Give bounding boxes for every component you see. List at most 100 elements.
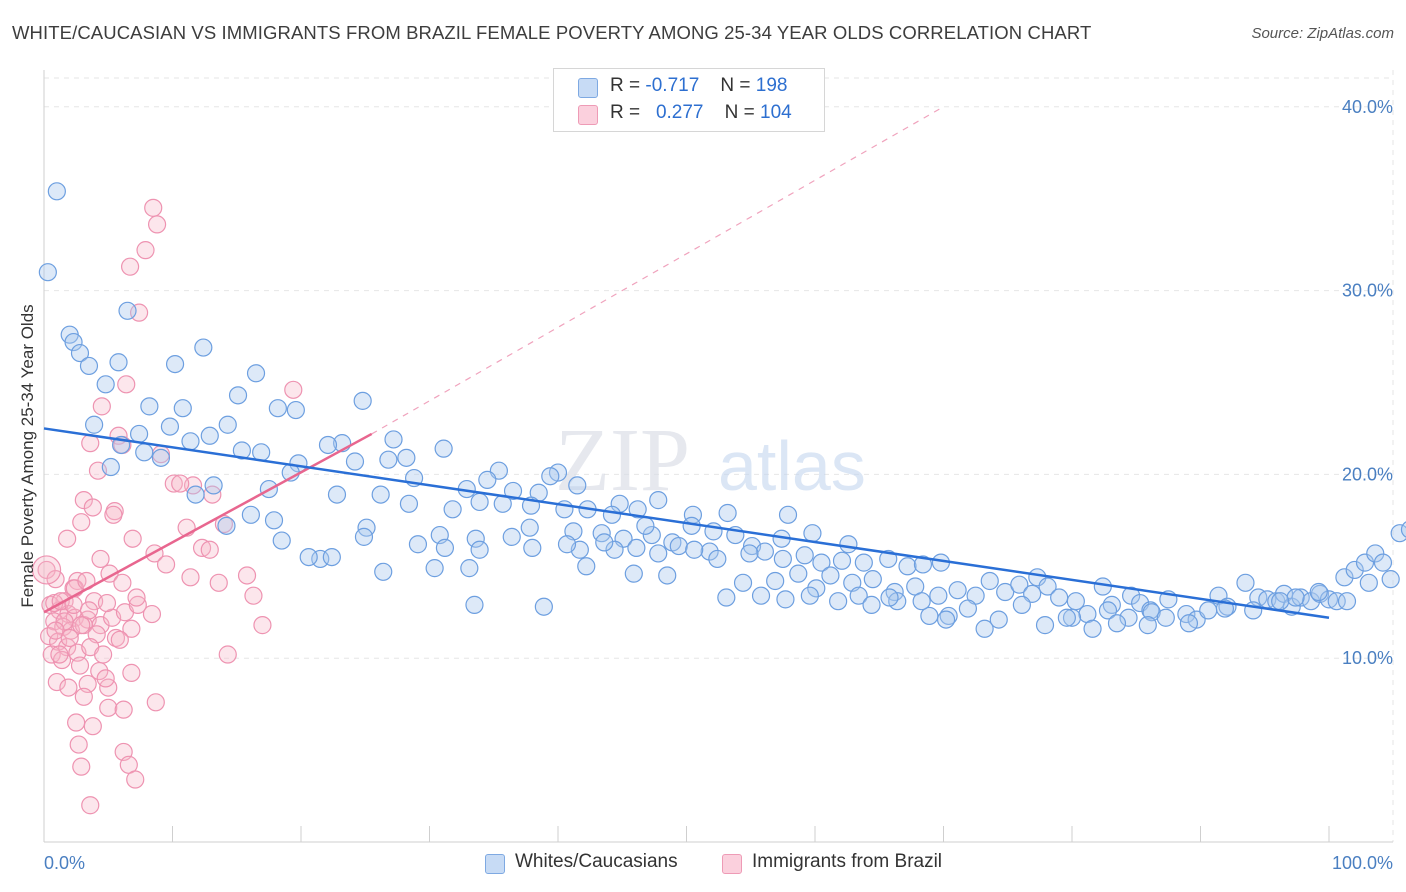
correlation-legend: R = -0.717 N = 198 R = 0.277 N = 104 <box>553 68 825 132</box>
brazil-point <box>72 616 91 635</box>
brazil-point <box>92 397 111 416</box>
white-point <box>129 424 149 444</box>
white-point <box>1179 614 1199 633</box>
white-point <box>740 544 759 563</box>
brazil-point <box>74 687 93 706</box>
white-point <box>773 549 792 569</box>
brazil-point <box>110 630 129 649</box>
white-point <box>1355 553 1375 572</box>
white-point <box>443 500 462 519</box>
white-point <box>1215 599 1235 618</box>
trend-lines <box>43 106 1330 619</box>
white-point <box>795 546 814 565</box>
series-brazil-points <box>31 198 303 815</box>
brazil-point <box>209 573 228 592</box>
white-point <box>70 343 90 363</box>
brazil-point <box>136 241 155 260</box>
brazil-point <box>284 380 303 399</box>
white-point <box>204 476 223 495</box>
white-point <box>523 538 542 558</box>
white-point <box>829 592 848 611</box>
white-point <box>1062 608 1082 627</box>
y-tick-label: 30.0% <box>1342 281 1393 301</box>
brazil-point <box>91 549 110 569</box>
chart-title: WHITE/CAUCASIAN VS IMMIGRANTS FROM BRAZI… <box>12 22 1092 43</box>
brazil-point <box>120 257 140 276</box>
white-point <box>435 538 455 558</box>
white-point <box>465 595 484 614</box>
tick-labels: 10.0% 20.0% 30.0% 40.0% 0.0% 100.0% <box>44 97 1393 873</box>
brazil-point <box>253 616 272 635</box>
white-point <box>101 457 120 477</box>
white-point <box>246 364 266 383</box>
white-point <box>434 439 453 458</box>
white-point <box>839 535 858 554</box>
white-point <box>649 491 668 510</box>
white-point <box>862 595 881 614</box>
brazil-point <box>69 735 88 754</box>
legend-r-value: -0.717 <box>645 75 700 96</box>
white-point <box>1359 573 1378 592</box>
white-point <box>595 533 614 552</box>
brazil-point <box>244 586 263 605</box>
brazil-point <box>181 568 200 587</box>
white-point <box>470 540 489 559</box>
white-point <box>181 432 200 451</box>
white-point <box>1390 524 1406 543</box>
white-point <box>642 525 661 545</box>
white-point <box>241 505 260 524</box>
white-point <box>466 529 485 548</box>
white-point <box>353 391 372 410</box>
white-point <box>186 485 205 504</box>
white-point <box>79 356 99 376</box>
white-point <box>1138 616 1157 635</box>
watermark: ZIP atlas <box>555 411 866 510</box>
brazil-point <box>122 663 141 682</box>
brazil-point <box>114 700 133 719</box>
white-point <box>996 582 1015 602</box>
legend-n-value: 104 <box>760 102 792 123</box>
white-point <box>503 481 523 501</box>
white-point <box>135 443 154 462</box>
white-point <box>1012 595 1031 614</box>
white-point <box>322 547 341 567</box>
white-point <box>800 586 819 605</box>
brazil-point <box>200 540 219 559</box>
white-point <box>929 586 948 605</box>
brazil-point <box>70 656 90 675</box>
brazil-point <box>122 619 141 638</box>
white-point <box>1107 614 1127 633</box>
white-point <box>936 610 956 629</box>
brazil-point <box>81 796 100 815</box>
axes <box>43 70 1393 843</box>
white-point <box>318 435 338 455</box>
brazil-point <box>128 595 147 614</box>
white-point <box>1400 521 1406 538</box>
white-point <box>1291 588 1310 607</box>
white-point <box>384 430 403 449</box>
white-point <box>708 549 727 569</box>
brazil-point <box>83 717 102 736</box>
white-point <box>1381 570 1400 589</box>
white-point <box>1366 544 1385 563</box>
white-point <box>1156 608 1175 627</box>
white-point <box>1050 588 1069 607</box>
x-tick-label: 100.0% <box>1332 853 1393 873</box>
white-point <box>47 182 66 201</box>
white-point <box>140 397 159 416</box>
white-point <box>700 542 719 561</box>
white-point <box>912 592 931 611</box>
white-point <box>568 476 587 495</box>
white-point <box>948 581 967 600</box>
white-point <box>1286 588 1305 607</box>
white-point <box>649 544 668 563</box>
white-point <box>399 494 419 513</box>
white-point <box>272 531 291 550</box>
brazil-point <box>146 693 165 712</box>
white-point <box>85 415 104 434</box>
white-point <box>989 610 1008 629</box>
brazil-point <box>47 672 66 692</box>
chart-source: Source: ZipAtlas.com <box>1251 25 1394 42</box>
white-point <box>557 535 577 554</box>
